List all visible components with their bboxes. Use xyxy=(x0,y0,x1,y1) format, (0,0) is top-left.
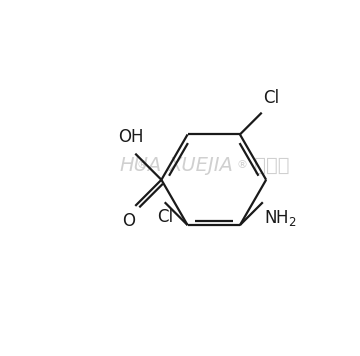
Text: ®: ® xyxy=(137,160,148,170)
Text: NH$_2$: NH$_2$ xyxy=(264,208,297,229)
Text: XUEJIA: XUEJIA xyxy=(169,156,234,175)
Text: ®: ® xyxy=(237,160,248,170)
Text: 化学加: 化学加 xyxy=(248,156,289,175)
Text: OH: OH xyxy=(118,128,143,146)
Text: Cl: Cl xyxy=(157,208,173,226)
Text: O: O xyxy=(123,212,136,230)
Text: HUA: HUA xyxy=(119,156,161,175)
Text: Cl: Cl xyxy=(263,89,279,107)
